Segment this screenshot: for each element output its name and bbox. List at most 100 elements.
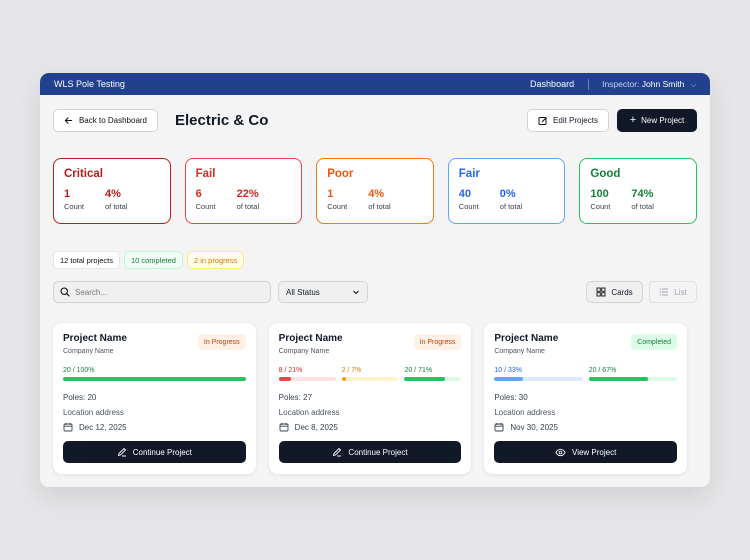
new-project-button[interactable]: + New Project <box>617 109 697 132</box>
inspector-name: John Smith <box>641 78 685 89</box>
date-text: Nov 30, 2025 <box>510 422 558 432</box>
company-name: Company Name <box>278 348 330 355</box>
stat-percent-label: of total <box>236 202 260 211</box>
progress-fill <box>341 377 346 381</box>
stat-count: 6 <box>195 188 202 200</box>
project-card[interactable]: Project Name Company Name In Progress 8 … <box>268 323 472 474</box>
list-view-button[interactable]: List <box>649 281 697 303</box>
back-button-label: Back to Dashboard <box>78 116 148 125</box>
poles-count: Poles: 27 <box>278 393 313 402</box>
location-address: Location address <box>494 408 556 417</box>
progress-label: 2 / 7% <box>341 367 362 374</box>
project-name: Project Name <box>278 333 343 344</box>
company-name: Company Name <box>494 348 545 355</box>
calendar-icon <box>494 422 504 432</box>
stat-percent-label: of total <box>631 202 654 211</box>
project-name: Project Name <box>63 333 127 344</box>
search-input[interactable] <box>75 287 255 297</box>
page-header: Back to Dashboard Electric & Co Edit Pro… <box>53 109 697 132</box>
progress-bar: 2 / 7% <box>341 367 399 381</box>
poles-count: Poles: 30 <box>494 393 528 402</box>
progress-bars: 8 / 21% 2 / 7% 20 / 71% <box>278 367 462 381</box>
stat-count-label: Count <box>195 202 216 211</box>
back-to-dashboard-button[interactable]: Back to Dashboard <box>53 109 158 132</box>
location-address: Location address <box>278 408 340 417</box>
progress-track <box>341 377 399 381</box>
edit-projects-button[interactable]: Edit Projects <box>527 109 609 132</box>
continue-project-button[interactable]: Continue Project <box>278 441 462 463</box>
inspector-label: Inspector: <box>602 78 640 89</box>
app-title: WLS Pole Testing <box>54 79 125 89</box>
project-date: Nov 30, 2025 <box>494 422 677 432</box>
project-date: Dec 12, 2025 <box>63 422 246 432</box>
project-card[interactable]: Project Name Company Name Completed 10 /… <box>484 323 688 474</box>
summary-pills: 12 total projects 10 completed 2 in prog… <box>53 251 245 269</box>
stat-count-label: Count <box>458 202 479 211</box>
progress-bar: 20 / 71% <box>404 367 462 381</box>
progress-bar: 20 / 100% <box>63 367 246 381</box>
stat-card-critical: Critical 1 Count 4% of total <box>53 158 171 224</box>
calendar-icon <box>63 422 73 432</box>
pencil-icon <box>332 447 342 457</box>
app-window: WLS Pole Testing Dashboard Inspector: Jo… <box>40 73 710 487</box>
stat-card-fail: Fail 6 Count 22% of total <box>184 158 303 224</box>
project-name: Project Name <box>494 333 559 344</box>
eye-icon <box>555 448 566 457</box>
list-view-label: List <box>674 287 687 297</box>
stat-percent: 4% <box>368 188 385 200</box>
stat-count: 1 <box>64 188 71 200</box>
search-box[interactable] <box>53 281 271 303</box>
nav-dashboard-link[interactable]: Dashboard <box>530 79 575 89</box>
progress-track <box>278 377 336 381</box>
status-filter-value: All Status <box>286 287 320 297</box>
progress-bars: 20 / 100% <box>63 367 246 381</box>
inspector-menu[interactable]: Inspector: John Smith ⌵ <box>602 79 696 90</box>
cards-view-label: Cards <box>611 287 633 297</box>
date-text: Dec 8, 2025 <box>294 422 338 432</box>
completed-pill: 10 completed <box>123 251 183 269</box>
progress-bar: 10 / 33% <box>494 367 583 381</box>
stat-card-poor: Poor 1 Count 4% of total <box>316 158 434 224</box>
top-navigation-bar: WLS Pole Testing Dashboard Inspector: Jo… <box>40 73 710 95</box>
list-icon <box>659 287 669 297</box>
status-filter-select[interactable]: All Status <box>278 281 368 303</box>
continue-project-button[interactable]: Continue Project <box>63 441 246 463</box>
cards-view-button[interactable]: Cards <box>586 281 643 303</box>
stat-label: Critical <box>64 168 103 180</box>
view-project-button[interactable]: View Project <box>494 441 678 463</box>
project-card[interactable]: Project Name Company Name In Progress 20… <box>53 323 256 474</box>
status-badge: Completed <box>631 334 678 350</box>
project-cards: Project Name Company Name In Progress 20… <box>53 323 688 474</box>
company-name: Company Name <box>63 348 114 355</box>
progress-track <box>494 377 583 381</box>
new-project-label: New Project <box>641 116 685 125</box>
stat-card-fair: Fair 40 Count 0% of total <box>447 158 566 224</box>
stat-percent-label: of total <box>105 202 128 211</box>
progress-label: 20 / 100% <box>63 367 95 374</box>
stat-count-label: Count <box>327 202 348 211</box>
stat-card-good: Good 100 Count 74% of total <box>579 158 697 224</box>
status-badge: In Progress <box>197 334 246 350</box>
pencil-icon <box>117 447 127 457</box>
stat-count: 100 <box>590 188 609 200</box>
project-date: Dec 8, 2025 <box>279 422 462 432</box>
action-label: View Project <box>572 447 617 457</box>
progress-track <box>63 377 246 381</box>
stat-percent: 74% <box>631 188 654 200</box>
stat-label: Fail <box>195 168 216 180</box>
stat-label: Fair <box>458 168 480 180</box>
stat-percent-label: of total <box>368 202 391 211</box>
progress-fill <box>404 377 445 381</box>
total-projects-pill: 12 total projects <box>53 251 120 269</box>
stat-percent: 4% <box>105 188 121 200</box>
progress-fill <box>278 377 291 381</box>
in-progress-pill: 2 in progress <box>186 251 245 269</box>
filter-toolbar: All Status Cards List <box>53 281 697 303</box>
edit-icon <box>538 116 548 126</box>
progress-label: 20 / 67% <box>588 367 617 374</box>
poles-count: Poles: 20 <box>63 393 97 402</box>
progress-label: 10 / 33% <box>494 367 522 374</box>
progress-bar: 8 / 21% <box>278 367 336 381</box>
stat-count: 1 <box>327 188 334 200</box>
stat-label: Poor <box>327 168 354 180</box>
